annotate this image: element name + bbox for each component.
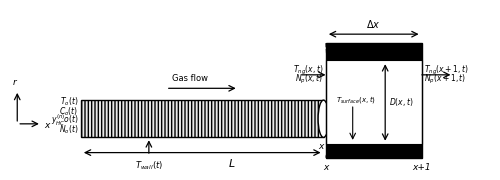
Text: x: x [318,142,324,151]
Text: $C_o(t)$: $C_o(t)$ [60,105,78,118]
Text: $N_p(x+1, t)$: $N_p(x+1, t)$ [424,73,466,86]
Text: $T_{ng}(x+1, t)$: $T_{ng}(x+1, t)$ [424,64,469,77]
Bar [326,43,422,60]
Text: $T_{surface}(x,t)$: $T_{surface}(x,t)$ [336,94,376,105]
Text: Gas flow: Gas flow [172,74,208,83]
Text: r: r [13,78,16,87]
Text: $D(x,t)$: $D(x,t)$ [389,96,413,109]
Bar [326,43,422,158]
Bar [81,100,324,137]
Text: $T_{ng}(x,t)$: $T_{ng}(x,t)$ [293,64,324,77]
Bar [326,144,422,158]
Bar [326,60,422,144]
Text: x: x [44,121,50,130]
Text: $T_o(t)$: $T_o(t)$ [60,96,78,108]
Text: x: x [324,163,328,172]
Text: x+1: x+1 [412,163,431,172]
Text: $N_o(t)$: $N_o(t)$ [59,124,78,136]
Text: $\Delta x$: $\Delta x$ [366,18,381,30]
Text: $T_{wall}(t)$: $T_{wall}(t)$ [135,159,163,172]
Text: $y_{HC}^{(n)}o(t)$: $y_{HC}^{(n)}o(t)$ [50,113,78,128]
Ellipse shape [318,100,329,137]
Text: $N_p(x,t)$: $N_p(x,t)$ [296,73,324,86]
Text: L: L [228,159,234,169]
Text: $D_o$: $D_o$ [342,124,354,136]
